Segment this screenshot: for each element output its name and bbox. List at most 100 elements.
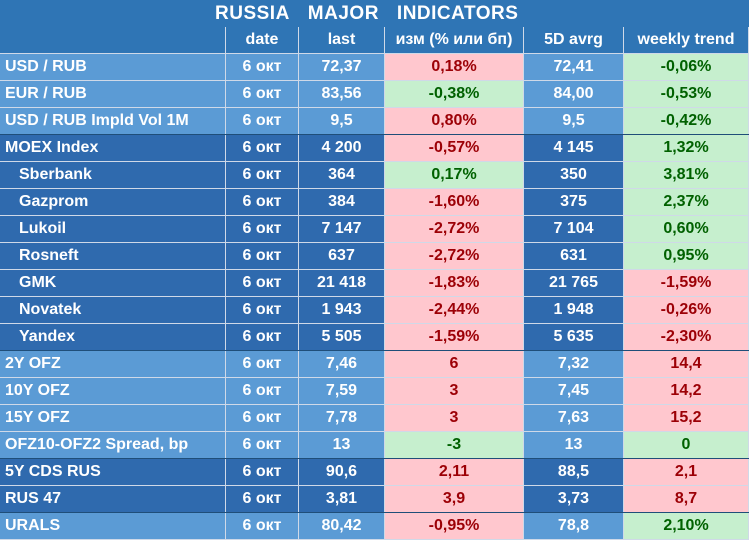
header-name: [0, 27, 226, 54]
row-last: 90,6: [299, 459, 385, 486]
row-5d-avg: 13: [524, 432, 624, 459]
row-change: -0,38%: [385, 81, 524, 108]
header-last: last: [299, 27, 385, 54]
table-row: RUS 47 6 окт 3,81 3,9 3,73 8,7: [0, 486, 749, 513]
row-date: 6 окт: [226, 432, 299, 459]
row-date: 6 окт: [226, 81, 299, 108]
row-weekly-trend: 8,7: [624, 486, 749, 513]
table-row: OFZ10-OFZ2 Spread, bp 6 окт 13 -3 13 0: [0, 432, 749, 459]
row-date: 6 окт: [226, 54, 299, 81]
table-row: USD / RUB Impld Vol 1M 6 окт 9,5 0,80% 9,5 -0…: [0, 108, 749, 135]
row-weekly-trend: -2,30%: [624, 324, 749, 351]
row-change: 2,11: [385, 459, 524, 486]
row-change: -1,60%: [385, 189, 524, 216]
row-name: MOEX Index: [0, 135, 226, 162]
row-5d-avg: 4 145: [524, 135, 624, 162]
row-last: 5 505: [299, 324, 385, 351]
row-change: -1,59%: [385, 324, 524, 351]
row-5d-avg: 5 635: [524, 324, 624, 351]
row-weekly-trend: 15,2: [624, 405, 749, 432]
table-row: MOEX Index 6 окт 4 200 -0,57% 4 145 1,32%: [0, 135, 749, 162]
row-weekly-trend: 1,32%: [624, 135, 749, 162]
row-name: Sberbank: [0, 162, 226, 189]
table-row: 10Y OFZ 6 окт 7,59 3 7,45 14,2: [0, 378, 749, 405]
row-weekly-trend: 2,1: [624, 459, 749, 486]
row-date: 6 окт: [226, 162, 299, 189]
row-weekly-trend: 3,81%: [624, 162, 749, 189]
header-5d-avg: 5D avrg: [524, 27, 624, 54]
row-5d-avg: 631: [524, 243, 624, 270]
row-change: 0,80%: [385, 108, 524, 135]
row-name: Rosneft: [0, 243, 226, 270]
row-last: 7,59: [299, 378, 385, 405]
row-last: 364: [299, 162, 385, 189]
row-weekly-trend: -0,42%: [624, 108, 749, 135]
row-name: GMK: [0, 270, 226, 297]
row-date: 6 окт: [226, 378, 299, 405]
row-5d-avg: 84,00: [524, 81, 624, 108]
row-name: EUR / RUB: [0, 81, 226, 108]
row-change: -2,72%: [385, 243, 524, 270]
row-date: 6 окт: [226, 135, 299, 162]
row-change: -2,44%: [385, 297, 524, 324]
table-row: GMK 6 окт 21 418 -1,83% 21 765 -1,59%: [0, 270, 749, 297]
row-last: 384: [299, 189, 385, 216]
table-row: 15Y OFZ 6 окт 7,78 3 7,63 15,2: [0, 405, 749, 432]
row-date: 6 окт: [226, 351, 299, 378]
row-date: 6 окт: [226, 405, 299, 432]
row-change: 3: [385, 378, 524, 405]
row-date: 6 окт: [226, 243, 299, 270]
row-5d-avg: 9,5: [524, 108, 624, 135]
row-change: 6: [385, 351, 524, 378]
header-weekly-trend: weekly trend: [624, 27, 749, 54]
row-5d-avg: 21 765: [524, 270, 624, 297]
row-weekly-trend: 0,95%: [624, 243, 749, 270]
row-last: 1 943: [299, 297, 385, 324]
table-title: RUSSIA MAJOR INDICATORS: [0, 0, 749, 27]
row-name: 15Y OFZ: [0, 405, 226, 432]
row-last: 21 418: [299, 270, 385, 297]
row-name: Novatek: [0, 297, 226, 324]
row-name: OFZ10-OFZ2 Spread, bp: [0, 432, 226, 459]
row-5d-avg: 7,45: [524, 378, 624, 405]
row-change: -2,72%: [385, 216, 524, 243]
row-date: 6 окт: [226, 486, 299, 513]
row-change: -1,83%: [385, 270, 524, 297]
row-last: 72,37: [299, 54, 385, 81]
row-date: 6 окт: [226, 189, 299, 216]
row-last: 7,46: [299, 351, 385, 378]
row-last: 637: [299, 243, 385, 270]
table-row: Novatek 6 окт 1 943 -2,44% 1 948 -0,26%: [0, 297, 749, 324]
title-word: MAJOR: [307, 2, 379, 24]
title-word: INDICATORS: [396, 2, 519, 24]
row-5d-avg: 3,73: [524, 486, 624, 513]
header-date: date: [226, 27, 299, 54]
row-weekly-trend: 0: [624, 432, 749, 459]
title-word: RUSSIA: [215, 2, 290, 24]
table-row: USD / RUB 6 окт 72,37 0,18% 72,41 -0,06%: [0, 54, 749, 81]
table-row: 2Y OFZ 6 окт 7,46 6 7,32 14,4: [0, 351, 749, 378]
table-row: EUR / RUB 6 окт 83,56 -0,38% 84,00 -0,53%: [0, 81, 749, 108]
row-weekly-trend: -0,26%: [624, 297, 749, 324]
row-name: 10Y OFZ: [0, 378, 226, 405]
row-5d-avg: 88,5: [524, 459, 624, 486]
row-last: 4 200: [299, 135, 385, 162]
table-row: Yandex 6 окт 5 505 -1,59% 5 635 -2,30%: [0, 324, 749, 351]
row-change: 3,9: [385, 486, 524, 513]
row-date: 6 окт: [226, 270, 299, 297]
row-5d-avg: 1 948: [524, 297, 624, 324]
row-5d-avg: 72,41: [524, 54, 624, 81]
row-name: USD / RUB Impld Vol 1M: [0, 108, 226, 135]
header-row: date last изм (% или бп) 5D avrg weekly …: [0, 27, 749, 54]
row-5d-avg: 7,32: [524, 351, 624, 378]
row-name: RUS 47: [0, 486, 226, 513]
table-row: Rosneft 6 окт 637 -2,72% 631 0,95%: [0, 243, 749, 270]
table-row: Sberbank 6 окт 364 0,17% 350 3,81%: [0, 162, 749, 189]
row-weekly-trend: 14,4: [624, 351, 749, 378]
row-change: 3: [385, 405, 524, 432]
row-change: 0,17%: [385, 162, 524, 189]
row-last: 9,5: [299, 108, 385, 135]
row-weekly-trend: 0,60%: [624, 216, 749, 243]
row-name: Yandex: [0, 324, 226, 351]
